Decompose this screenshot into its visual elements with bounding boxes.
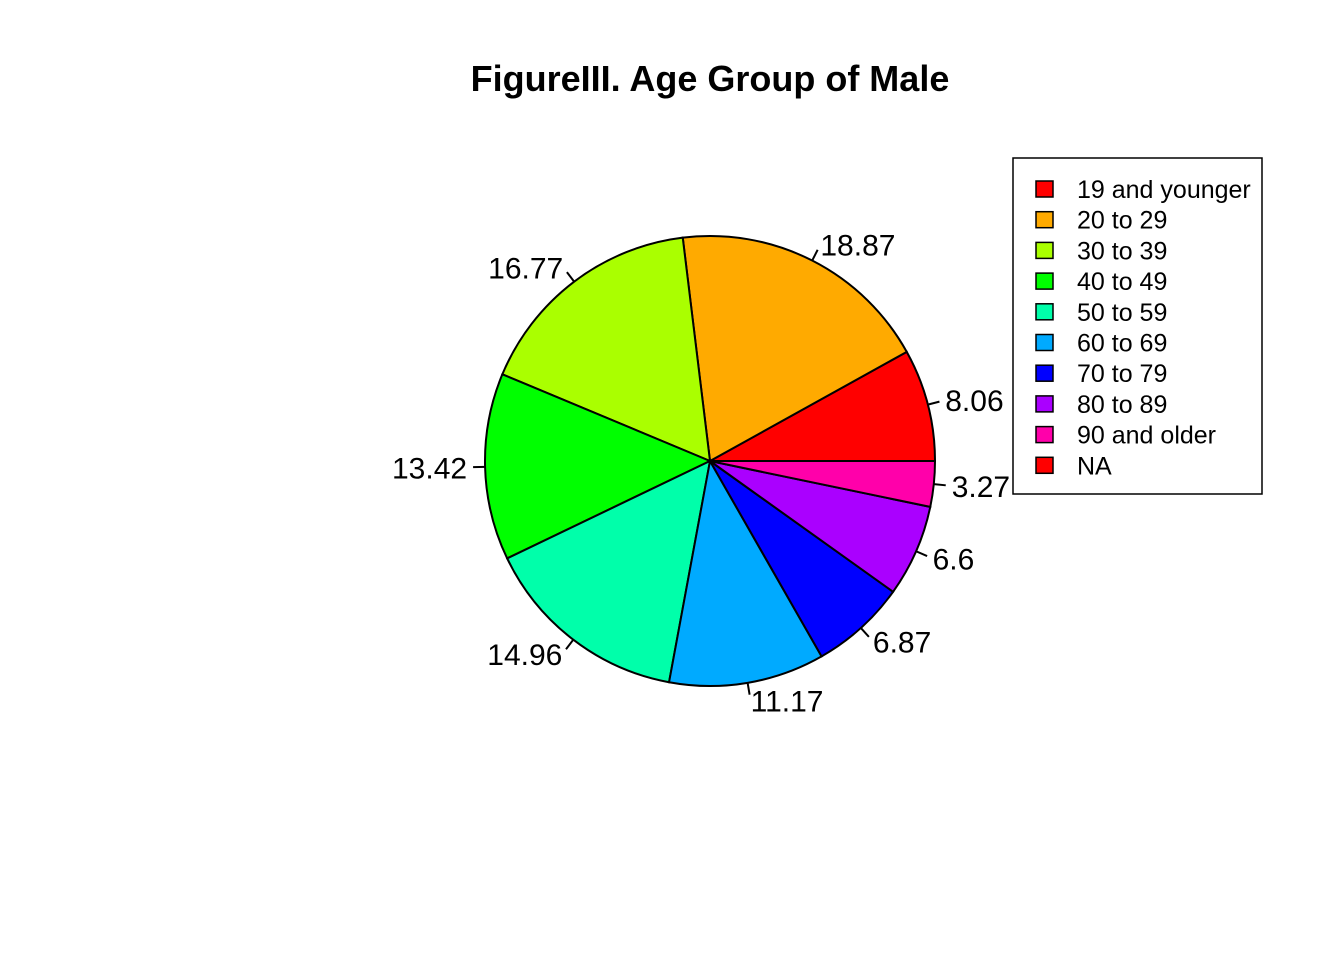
legend-swatch-20-to-29: [1035, 210, 1054, 229]
legend-label-na: NA: [1077, 452, 1112, 480]
slice-label-19-and-younger: 8.06: [945, 385, 1003, 418]
slice-label-tick: [915, 550, 928, 558]
legend-label-19-and-younger: 19 and younger: [1077, 176, 1251, 204]
legend-swatch-50-to-59: [1035, 303, 1054, 321]
legend-label-80-to-89: 80 to 89: [1077, 391, 1167, 419]
pie-slice-20-to-29: [681, 235, 909, 463]
legend-swatch-19-and-younger: [1035, 180, 1054, 198]
legend-swatch-70-to-79: [1035, 364, 1054, 382]
slice-label-60-to-69: 11.17: [751, 686, 824, 719]
pie-slice-50-to-59: [505, 459, 712, 684]
slice-label-tick: [566, 271, 575, 283]
pie-slice-30-to-39: [501, 236, 712, 463]
legend-swatch-30-to-39: [1035, 241, 1054, 260]
slice-label-tick: [860, 627, 870, 638]
slice-label-90-and-older: 3.27: [952, 471, 1010, 504]
slice-label-40-to-49: 13.42: [392, 452, 467, 485]
chart-title: FigureIII. Age Group of Male: [470, 58, 950, 99]
slice-label-50-to-59: 14.96: [487, 639, 562, 672]
legend-swatch-na: [1035, 456, 1054, 475]
slice-label-80-to-89: 6.6: [933, 544, 975, 577]
slice-label-tick: [565, 639, 575, 650]
legend-label-20-to-29: 20 to 29: [1077, 207, 1167, 235]
legend-box: [1012, 157, 1263, 495]
legend-label-40-to-49: 40 to 49: [1077, 268, 1167, 296]
legend-label-60-to-69: 60 to 69: [1077, 330, 1167, 358]
legend-label-70-to-79: 70 to 79: [1077, 360, 1167, 388]
slice-labels: 8.06 18.87 16.77 13.42 14.96 11.17 6.87 6.6 3.27: [392, 230, 1010, 719]
legend-label-30-to-39: 30 to 39: [1077, 237, 1167, 265]
legend-swatch-40-to-49: [1035, 272, 1054, 290]
slice-label-tick: [746, 682, 751, 695]
legend-swatch-80-to-89: [1035, 395, 1054, 413]
legend-swatch-60-to-69: [1035, 333, 1054, 352]
slice-label-20-to-29: 18.87: [820, 230, 895, 263]
slice-label-70-to-79: 6.87: [873, 626, 931, 659]
pie-slices: [484, 235, 937, 687]
slice-label-30-to-39: 16.77: [488, 252, 563, 285]
slice-label-tick: [933, 483, 946, 487]
legend-label-50-to-59: 50 to 59: [1077, 299, 1167, 327]
pie-slice-60-to-69: [667, 458, 823, 687]
legend-label-90-and-older: 90 and older: [1077, 422, 1216, 450]
slice-label-tick: [927, 400, 940, 406]
legend-swatch-90-and-older: [1035, 425, 1054, 444]
slice-label-tick: [811, 249, 819, 261]
